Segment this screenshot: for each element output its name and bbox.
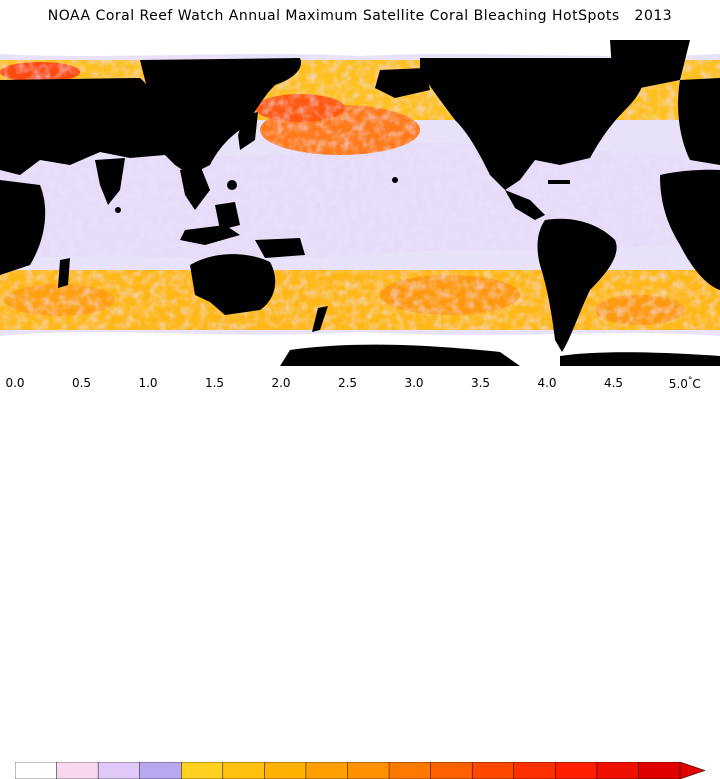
africa-left [0,180,46,275]
antarctica [280,344,520,366]
colorbar-segment [471,762,515,779]
land-layer [0,40,720,352]
colorbar-segment [181,762,224,779]
southeast-asia [180,165,210,210]
colorbar-segment [97,762,141,779]
legend-tick-label: 4.0 [537,376,557,390]
colorbar-segment [15,762,58,779]
new-zealand [312,306,328,332]
hotspot-map [0,40,720,366]
colorbar-segment [388,762,432,779]
ice-layer [0,40,720,366]
legend-tick-label: 0.0 [5,376,25,390]
eurasia-west [0,78,176,175]
colorbar [15,762,705,779]
legend-tick-label: 2.0 [271,376,291,390]
antarctica-east [560,352,720,366]
central-america [505,190,545,220]
colorbar-segment [513,762,557,779]
greenland [610,40,690,88]
india [95,158,125,205]
africa [660,169,720,290]
colorbar-segment [638,762,681,779]
alaska [375,68,430,98]
legend-tick-label: 2.5 [337,376,358,390]
legend-tick-label: 4.5 [603,376,624,390]
legend-tick-label: 1.5 [204,376,225,390]
philippines [227,180,237,190]
colorbar-segment [56,762,99,779]
colorbar-segment [347,762,390,779]
colorbar-segment [430,762,473,779]
madagascar [58,258,70,288]
borneo [215,202,240,230]
colorbar-segment [596,762,640,779]
hawaii [392,177,398,183]
europe-right [678,78,720,165]
sri-lanka [115,207,121,213]
colorbar-segment [305,762,349,779]
legend-tick-label: 3.5 [470,376,491,390]
legend-tick-label: 5.0°C [668,376,701,391]
colorbar-segment [222,762,266,779]
asia [140,58,301,175]
colorbar-segment [264,762,307,779]
colorbar-arrow [679,762,705,779]
cuba [548,180,570,184]
japan [238,112,258,150]
north-america [420,58,645,190]
legend-tick-label: 0.5 [71,376,92,390]
indonesia [180,225,240,245]
arctic-ice [0,40,720,56]
new-guinea [255,238,305,258]
legend-tick-label: 1.0 [138,376,158,390]
south-america [537,218,617,352]
australia [190,254,276,315]
map-title: NOAA Coral Reef Watch Annual Maximum Sat… [47,8,673,24]
color-legend: 0.0 0.5 1.0 1.5 2.0 2.5 3.0 3.5 4.0 4.5 5.0°C [0,372,720,779]
colorbar-segment [555,762,598,779]
legend-tick-label: 3.0 [404,376,424,390]
colorbar-segment [139,762,182,779]
